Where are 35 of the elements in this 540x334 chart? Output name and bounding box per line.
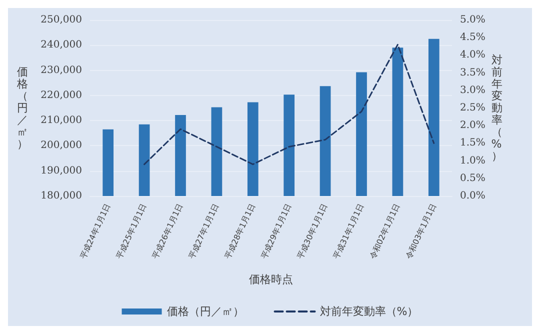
x-axis-title: 価格時点: [249, 273, 293, 286]
y-tick-label: 230,000: [40, 64, 82, 76]
x-tick-label: 平成28年1月1日: [223, 202, 257, 261]
y2-tick-label: 0.5%: [460, 172, 486, 184]
y2-tick-label: 4.5%: [460, 32, 486, 44]
legend-label: 価格（円／㎡）: [166, 305, 244, 318]
legend-label: 対前年変動率（%）: [320, 305, 418, 318]
y2-tick-label: 4.0%: [460, 50, 486, 61]
x-tick-label: 平成30年1月1日: [296, 202, 330, 261]
y-tick-label: 180,000: [40, 190, 82, 202]
x-tick-label: 令和03年1月1日: [404, 202, 438, 261]
y2-tick-label: 0.0%: [460, 190, 486, 202]
x-tick-label: 平成29年1月1日: [260, 202, 294, 261]
x-tick-label: 平成25年1月1日: [114, 202, 148, 261]
text: 対前年変動率（%）: [491, 54, 502, 162]
y2-tick-label: 3.0%: [460, 84, 486, 96]
line-series: [144, 44, 435, 166]
y2-tick-label: 1.5%: [460, 138, 486, 149]
y-axis-title: 価格（円／㎡）: [16, 66, 28, 150]
x-tick-label: 平成24年1月1日: [78, 202, 112, 261]
y-tick-label: 190,000: [40, 165, 82, 176]
x-tick-label: 平成31年1月1日: [332, 202, 366, 261]
y2-tick-label: 3.5%: [460, 67, 486, 78]
y2-tick-label: 2.0%: [460, 120, 486, 132]
y2-tick-label: 2.5%: [460, 102, 486, 114]
x-tick-label: 平成27年1月1日: [187, 202, 221, 261]
y-tick-label: 240,000: [40, 40, 82, 51]
y2-tick-label: 5.0%: [460, 14, 486, 26]
y2-tick-label: 1.0%: [460, 155, 486, 166]
y-tick-label: 250,000: [40, 14, 82, 26]
y-tick-label: 200,000: [40, 140, 82, 152]
x-tick-label: 令和02年1月1日: [368, 202, 402, 261]
x-tick-label: 平成26年1月1日: [150, 202, 185, 261]
y-tick-label: 220,000: [40, 90, 82, 101]
y-tick-label: 210,000: [40, 115, 82, 126]
